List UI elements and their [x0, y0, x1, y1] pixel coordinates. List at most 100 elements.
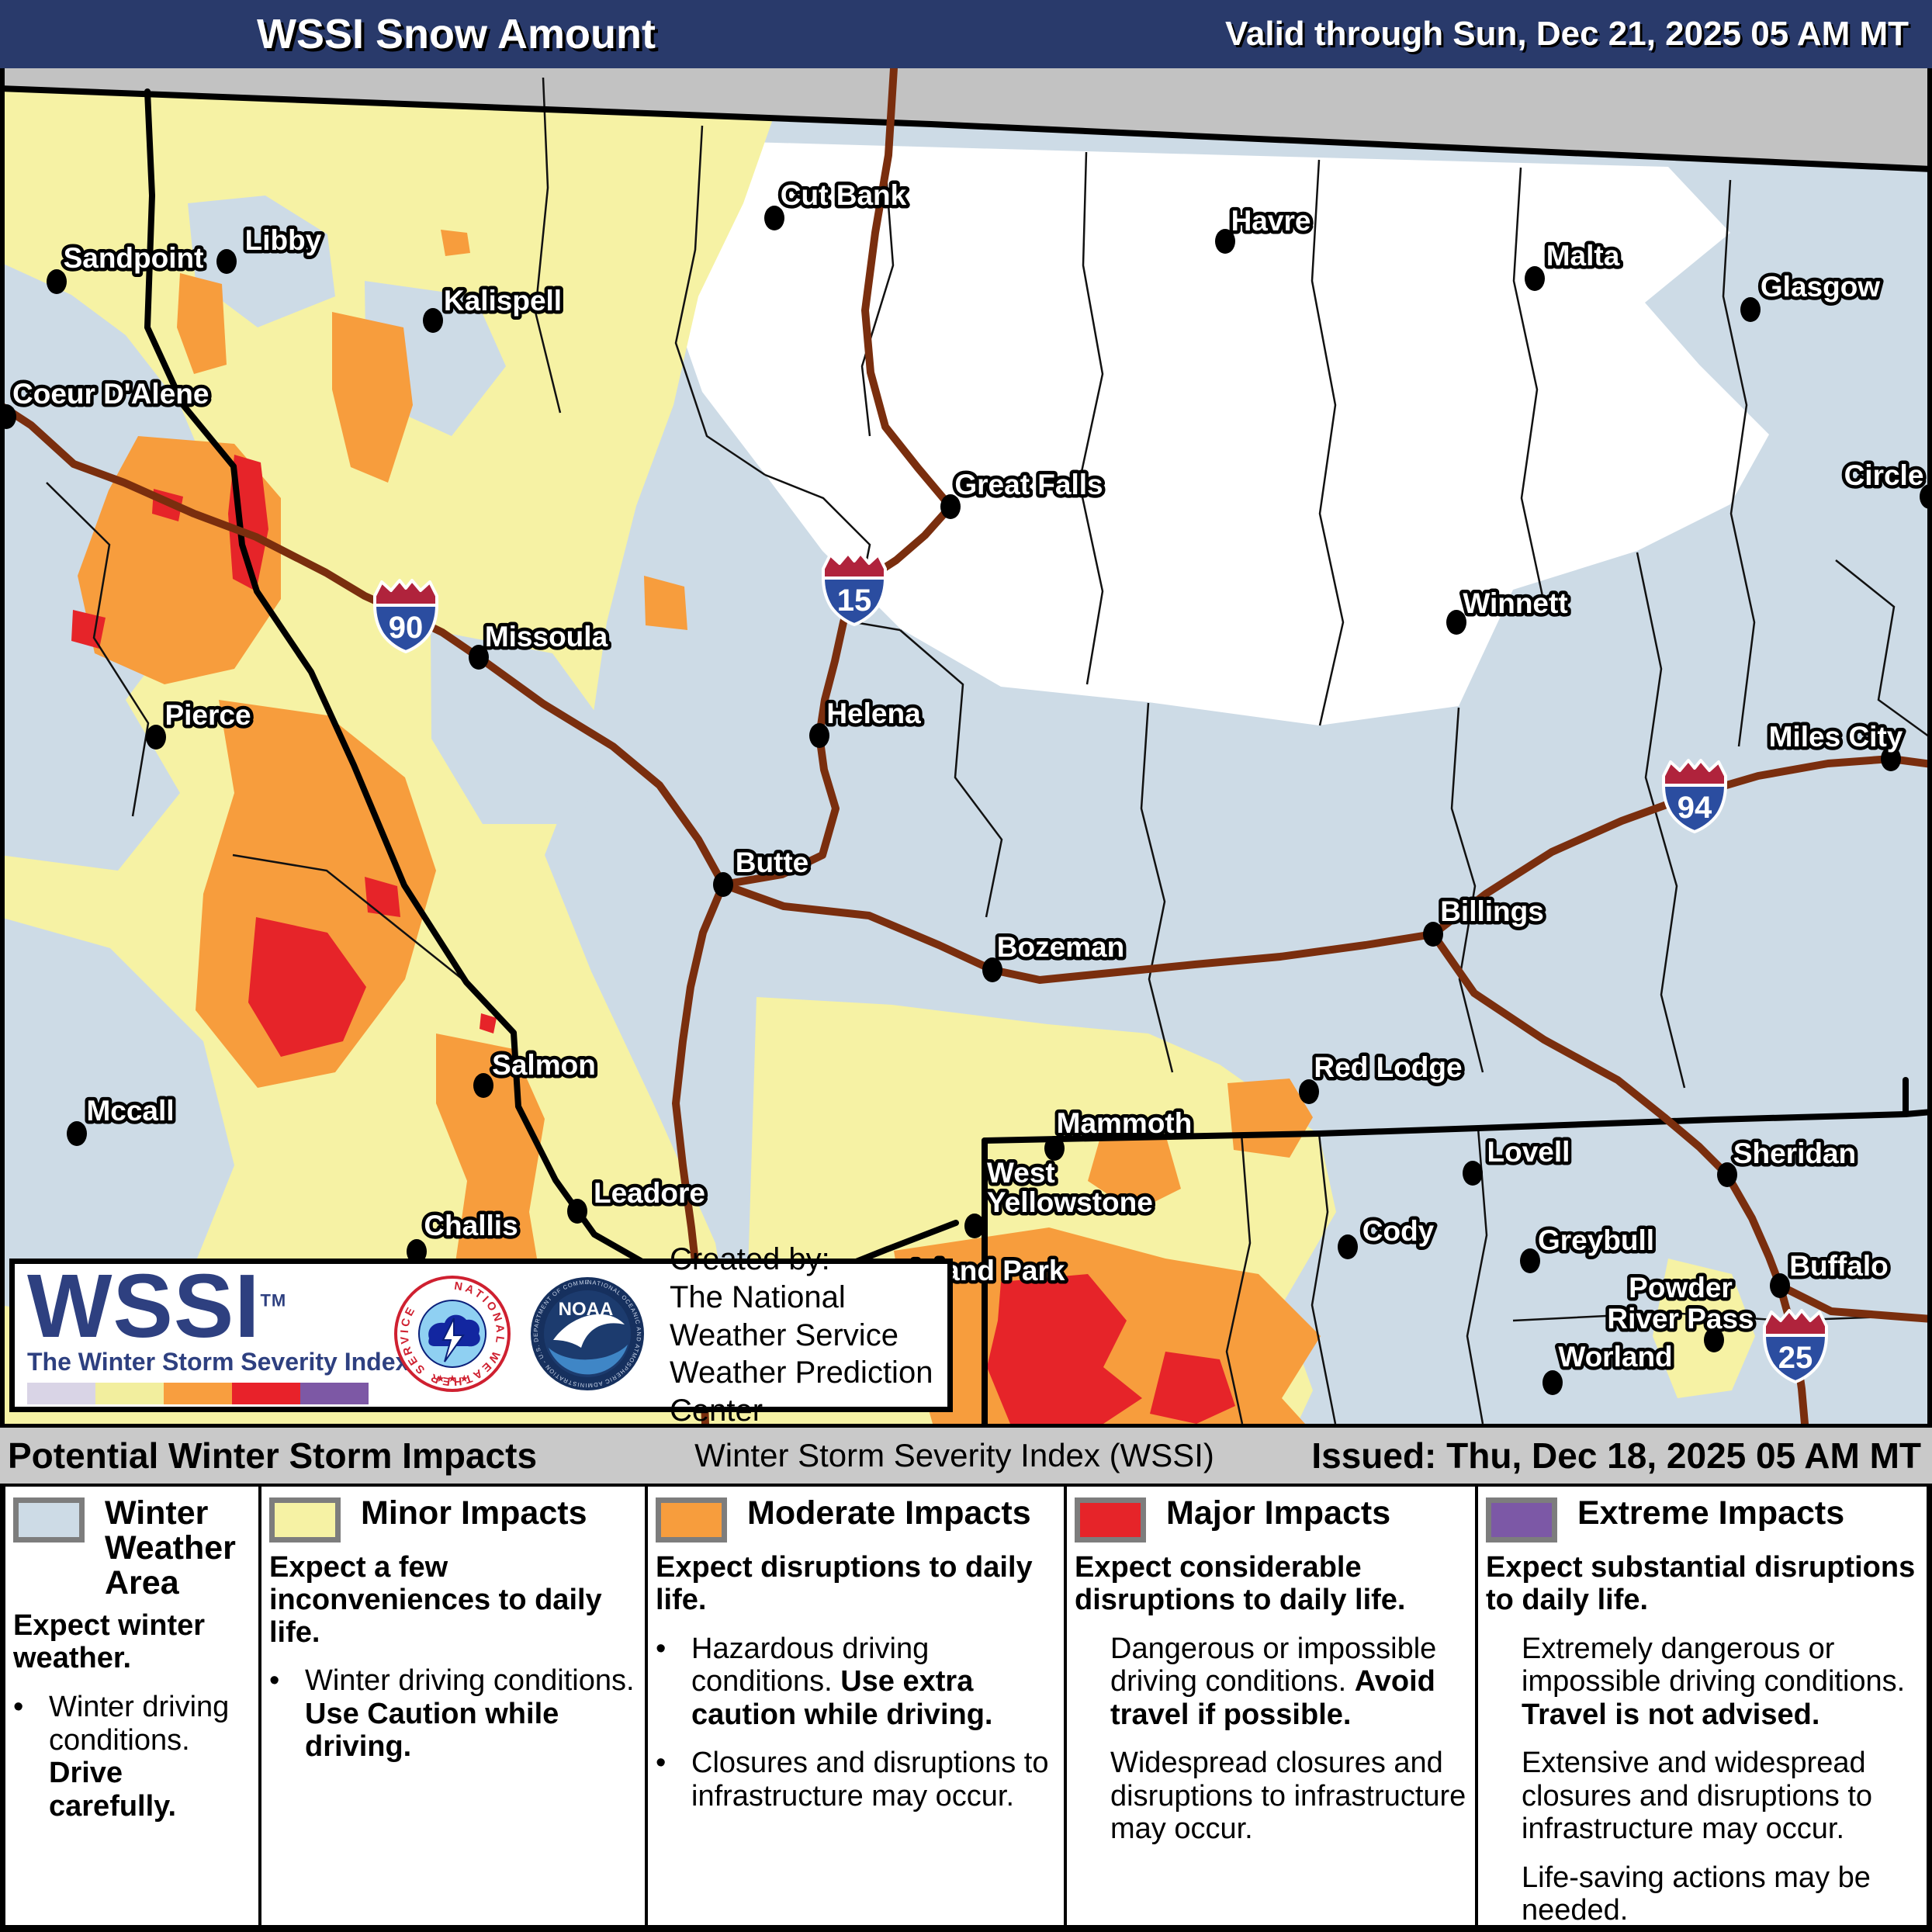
legend-title: Major Impacts: [1166, 1494, 1391, 1532]
city-marker: Salmon: [473, 1046, 599, 1098]
city-label: Libby: [245, 224, 322, 256]
bullet-icon: •: [269, 1664, 280, 1698]
city-dot: [964, 1214, 985, 1238]
map-region-winter: [188, 196, 335, 327]
city-marker: Cut Bank: [764, 176, 910, 230]
city-marker: Sheridan: [1717, 1134, 1860, 1187]
city-label: Pierce: [164, 699, 251, 731]
svg-text:94: 94: [1678, 791, 1712, 825]
city-dot: [407, 1239, 427, 1264]
created-by-line: Created by:: [670, 1242, 830, 1277]
city-label: Yellowstone: [987, 1186, 1153, 1218]
bullet-icon: •: [656, 1632, 667, 1665]
state-border: [982, 1109, 1932, 1144]
city-label: Glasgow: [1761, 271, 1880, 303]
city-dot: [1423, 922, 1443, 947]
city-label: Red Lodge: [1314, 1051, 1462, 1083]
bullet-spacer: [1075, 1747, 1110, 1846]
map-frame-left: [0, 68, 5, 1424]
city-label: Leadore: [594, 1177, 705, 1209]
valid-through-timestamp: Valid through Sun, Dec 21, 2025 05 AM MT: [1224, 15, 1909, 53]
city-dot: [1717, 1162, 1737, 1187]
city-dot: [713, 872, 733, 897]
wssi-subtitle: Winter Storm Severity Index (WSSI): [694, 1437, 1214, 1473]
city-label: Sheridan: [1733, 1137, 1856, 1169]
city-dot: [1740, 297, 1761, 322]
city-marker: Leadore: [567, 1174, 708, 1224]
legend-item-text: Closures and disruptions to infrastructu…: [691, 1747, 1049, 1813]
city-dot: [1215, 229, 1235, 254]
wssi-map-canvas: 90 15 94 25 Sandpoint Libby Kalispell Cut Bank H…: [0, 68, 1932, 1424]
legend-item: • Hazardous driving conditions. Use extra…: [656, 1633, 1056, 1732]
city-marker: Buffalo: [1770, 1247, 1892, 1298]
map-region-moderate: [441, 230, 470, 256]
interstate-shield-icon: 25: [1762, 1309, 1829, 1384]
legend-item: Extremely dangerous or impossible drivin…: [1486, 1633, 1919, 1732]
city-dot: [1299, 1079, 1319, 1104]
county-line: [46, 482, 150, 817]
city-label: Coeur D'Alene: [12, 378, 209, 410]
county-line: [1140, 702, 1174, 1073]
legend-item-text: Dangerous or impossible driving conditio…: [1110, 1632, 1437, 1731]
severity-strip-segment: [300, 1382, 369, 1404]
page-title: WSSI Snow Amount: [257, 11, 656, 57]
county-line: [674, 125, 766, 476]
map-region-major: [480, 1013, 497, 1034]
map-region-major: [1150, 1352, 1235, 1424]
city-dot: [1044, 1136, 1065, 1161]
city-marker: Lovell: [1463, 1133, 1574, 1186]
legend-item-text: Hazardous driving conditions. Use extra …: [691, 1632, 993, 1731]
city-marker: Malta: [1525, 237, 1623, 291]
county-line: [1078, 151, 1104, 685]
impacts-title: Potential Winter Storm Impacts: [8, 1435, 538, 1476]
city-marker: Mccall: [67, 1092, 178, 1146]
city-label: West: [987, 1157, 1055, 1189]
bullet-spacer: [1075, 1633, 1110, 1732]
city-dot: [216, 249, 237, 274]
legend-item: Dangerous or impossible driving conditio…: [1075, 1633, 1467, 1732]
legend-title: Minor Impacts: [361, 1494, 587, 1532]
svg-text:90: 90: [389, 611, 424, 645]
city-dot: [940, 494, 961, 519]
city-marker: Havre: [1215, 202, 1314, 254]
noaa-logo-icon: NATIONAL OCEANIC AND ATMOSPHERIC ADMINIS…: [528, 1275, 646, 1397]
city-label: Mammoth: [1057, 1107, 1193, 1139]
wssi-wordmark: WSSITM: [27, 1255, 287, 1357]
legend-intro: Expect winter weather.: [13, 1609, 206, 1675]
county-line: [764, 473, 901, 632]
severity-strip-segment: [95, 1382, 164, 1404]
interstate-shield-icon: 94: [1661, 759, 1728, 834]
city-dot: [67, 1121, 87, 1146]
county-line: [1466, 1127, 1488, 1424]
trademark-symbol: TM: [260, 1290, 287, 1311]
city-marker: Helena: [809, 694, 925, 748]
city-label: Lovell: [1487, 1136, 1570, 1168]
svg-text:15: 15: [837, 583, 872, 618]
city-marker: Billings: [1423, 892, 1547, 947]
city-dot: [1338, 1234, 1358, 1259]
city-label: Missoula: [485, 621, 608, 653]
legend-swatch: [656, 1497, 727, 1542]
created-by-text: Created by: The National Weather Service…: [670, 1241, 935, 1430]
legend-item-text: Life-saving actions may be needed.: [1522, 1861, 1871, 1925]
city-label: Bozeman: [997, 931, 1124, 963]
city-label: Helena: [826, 698, 921, 729]
map-region-winter: [0, 917, 234, 1321]
map-region-moderate: [1088, 1127, 1181, 1212]
city-marker: Mammoth: [1044, 1104, 1196, 1161]
county-line: [860, 164, 895, 437]
city-label: Great Falls: [954, 469, 1103, 500]
city-label: Sandpoint: [64, 242, 204, 274]
county-line: [1512, 1311, 1906, 1322]
svg-text:★ ★ ★: ★ ★ ★: [436, 1373, 469, 1384]
map-region-moderate: [332, 312, 413, 483]
created-by-line: The National Weather Service: [670, 1279, 898, 1352]
city-marker: Missoula: [469, 618, 611, 670]
county-line: [899, 629, 1003, 918]
city-label: Mccall: [86, 1095, 174, 1127]
city-marker: Libby: [216, 221, 325, 274]
city-dot: [1704, 1328, 1724, 1352]
map-region-white: [652, 140, 1769, 725]
